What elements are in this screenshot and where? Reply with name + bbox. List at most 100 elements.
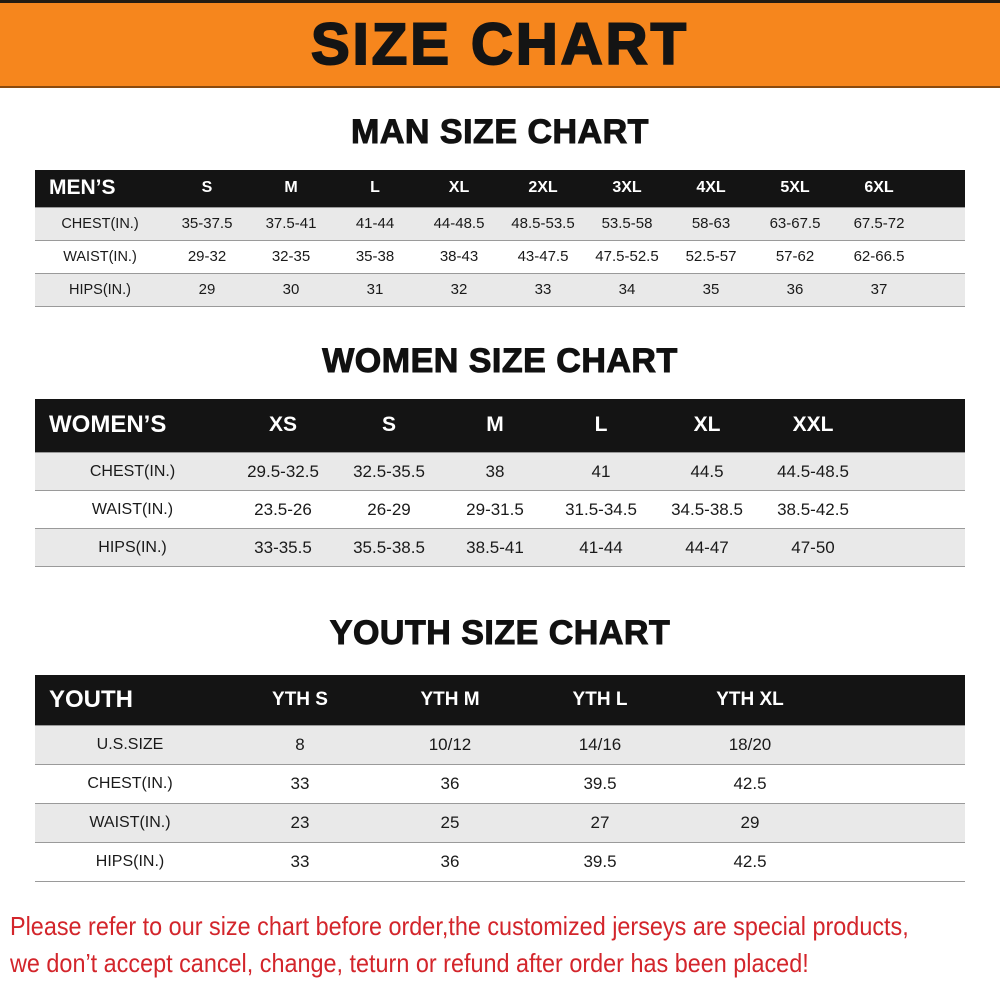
- value-cell: 35: [702, 281, 720, 298]
- row-label-cell: WAIST(IN.): [91, 500, 174, 518]
- value-cell: 26-29: [367, 499, 411, 519]
- value-cell: 36: [440, 773, 460, 793]
- size-header-cell: XL: [417, 170, 501, 207]
- disclaimer-line-1: Please refer to our size chart before or…: [10, 910, 909, 941]
- spacer-cell: [825, 803, 965, 842]
- table-title-cell: MEN’S: [35, 170, 165, 207]
- row-label-cell: U.S.SIZE: [96, 735, 164, 753]
- value-cell: 44-47: [685, 537, 729, 557]
- value-cell: 23.5-26: [254, 499, 312, 519]
- table-row: WAIST(IN.) 29-32 32-35 35-38 38-43 43-47.5 47.…: [35, 240, 965, 273]
- table-row: U.S.SIZE 8 10/12 14/16 18/20: [35, 725, 965, 764]
- size-header-cell: 2XL: [501, 170, 585, 207]
- size-header-cell: XXL: [760, 398, 866, 453]
- youth-size-table: YOUTH YTH S YTH M YTH L YTH XL U.S.SIZE 8 10/12…: [35, 675, 965, 882]
- value-cell: 53.5-58: [601, 215, 653, 232]
- spacer-cell: [866, 491, 965, 529]
- table-header-row: YOUTH YTH S YTH M YTH L YTH XL: [35, 675, 965, 725]
- value-cell: 38: [485, 461, 505, 481]
- value-cell: 39.5: [583, 851, 617, 871]
- value-cell: 30: [282, 281, 300, 298]
- value-cell: 10/12: [428, 734, 472, 754]
- size-header-cell: 6XL: [837, 170, 921, 207]
- disclaimer-line-2: we don’t accept cancel, change, teturn o…: [10, 947, 809, 978]
- value-cell: 41-44: [355, 215, 395, 232]
- size-header-cell: YTH M: [375, 675, 525, 725]
- value-cell: 34.5-38.5: [671, 499, 743, 519]
- value-cell: 41: [591, 461, 611, 481]
- women-section-heading: WOMEN SIZE CHART: [322, 341, 678, 380]
- value-cell: 29: [198, 281, 216, 298]
- value-cell: 33: [290, 773, 310, 793]
- table-header-row: WOMEN’S XS S M L XL XXL: [35, 398, 965, 453]
- row-label-cell: HIPS(IN.): [68, 281, 132, 298]
- size-header-cell: S: [336, 398, 442, 453]
- banner-title: SIZE CHART: [310, 11, 689, 77]
- value-cell: 37: [870, 281, 888, 298]
- men-size-section: MAN SIZE CHART MEN’S S M L XL 2XL 3XL 4XL 5XL 6XL…: [0, 112, 1000, 307]
- row-label-cell: HIPS(IN.): [95, 852, 165, 870]
- row-label-cell: CHEST(IN.): [87, 774, 173, 792]
- spacer-cell: [921, 207, 965, 240]
- table-title-cell: YOUTH: [35, 675, 225, 725]
- youth-section-heading: YOUTH SIZE CHART: [329, 614, 671, 653]
- spacer-cell: [825, 764, 965, 803]
- value-cell: 18/20: [728, 734, 772, 754]
- value-cell: 23: [290, 812, 310, 832]
- table-header-row: MEN’S S M L XL 2XL 3XL 4XL 5XL 6XL: [35, 170, 965, 207]
- table-row: CHEST(IN.) 29.5-32.5 32.5-35.5 38 41 44.5 44.5…: [35, 452, 965, 491]
- value-cell: 33-35.5: [254, 537, 312, 557]
- size-header-cell: M: [249, 170, 333, 207]
- value-cell: 29: [740, 812, 760, 832]
- women-size-section: WOMEN SIZE CHART WOMEN’S XS S M L XL XXL CHEST(…: [0, 341, 1000, 568]
- spacer-cell: [921, 170, 965, 207]
- value-cell: 67.5-72: [853, 215, 905, 232]
- spacer-cell: [866, 398, 965, 453]
- size-header-cell: 5XL: [753, 170, 837, 207]
- value-cell: 52.5-57: [685, 248, 737, 265]
- value-cell: 29.5-32.5: [247, 461, 319, 481]
- size-header-cell: 3XL: [585, 170, 669, 207]
- value-cell: 38.5-42.5: [777, 499, 849, 519]
- value-cell: 47.5-52.5: [595, 248, 659, 265]
- table-row: WAIST(IN.) 23.5-26 26-29 29-31.5 31.5-34.5 34…: [35, 490, 965, 529]
- size-header-cell: L: [548, 398, 654, 453]
- size-header-cell: S: [165, 170, 249, 207]
- disclaimer: Please refer to our size chart before or…: [0, 908, 1000, 982]
- row-label-cell: HIPS(IN.): [98, 538, 167, 556]
- value-cell: 29-31.5: [466, 499, 524, 519]
- value-cell: 35-38: [355, 248, 395, 265]
- spacer-cell: [921, 240, 965, 273]
- spacer-cell: [825, 842, 965, 881]
- row-label-cell: WAIST(IN.): [63, 248, 137, 265]
- size-header-cell: M: [442, 398, 548, 453]
- value-cell: 32-35: [271, 248, 311, 265]
- spacer-cell: [825, 675, 965, 725]
- value-cell: 36: [440, 851, 460, 871]
- table-row: HIPS(IN.) 33 36 39.5 42.5: [35, 842, 965, 881]
- value-cell: 39.5: [583, 773, 617, 793]
- value-cell: 27: [590, 812, 610, 832]
- value-cell: 47-50: [791, 537, 835, 557]
- table-row: WAIST(IN.) 23 25 27 29: [35, 803, 965, 842]
- value-cell: 42.5: [733, 773, 767, 793]
- size-header-cell: L: [333, 170, 417, 207]
- value-cell: 31: [366, 281, 384, 298]
- size-header-cell: YTH S: [225, 675, 375, 725]
- women-size-table: WOMEN’S XS S M L XL XXL CHEST(IN.) 29.5-32.5 32.5…: [35, 398, 965, 568]
- value-cell: 32.5-35.5: [353, 461, 425, 481]
- value-cell: 33: [290, 851, 310, 871]
- value-cell: 57-62: [775, 248, 815, 265]
- value-cell: 32: [450, 281, 468, 298]
- value-cell: 38-43: [439, 248, 479, 265]
- value-cell: 44.5-48.5: [777, 461, 849, 481]
- table-title-cell: WOMEN’S: [35, 398, 230, 453]
- size-header-cell: XS: [230, 398, 336, 453]
- size-header-cell: YTH XL: [675, 675, 825, 725]
- value-cell: 29-32: [187, 248, 227, 265]
- size-header-cell: XL: [654, 398, 760, 453]
- men-size-table: MEN’S S M L XL 2XL 3XL 4XL 5XL 6XL CHEST(IN.) 35-37…: [35, 170, 965, 307]
- men-section-heading: MAN SIZE CHART: [351, 113, 649, 152]
- value-cell: 44-48.5: [433, 215, 485, 232]
